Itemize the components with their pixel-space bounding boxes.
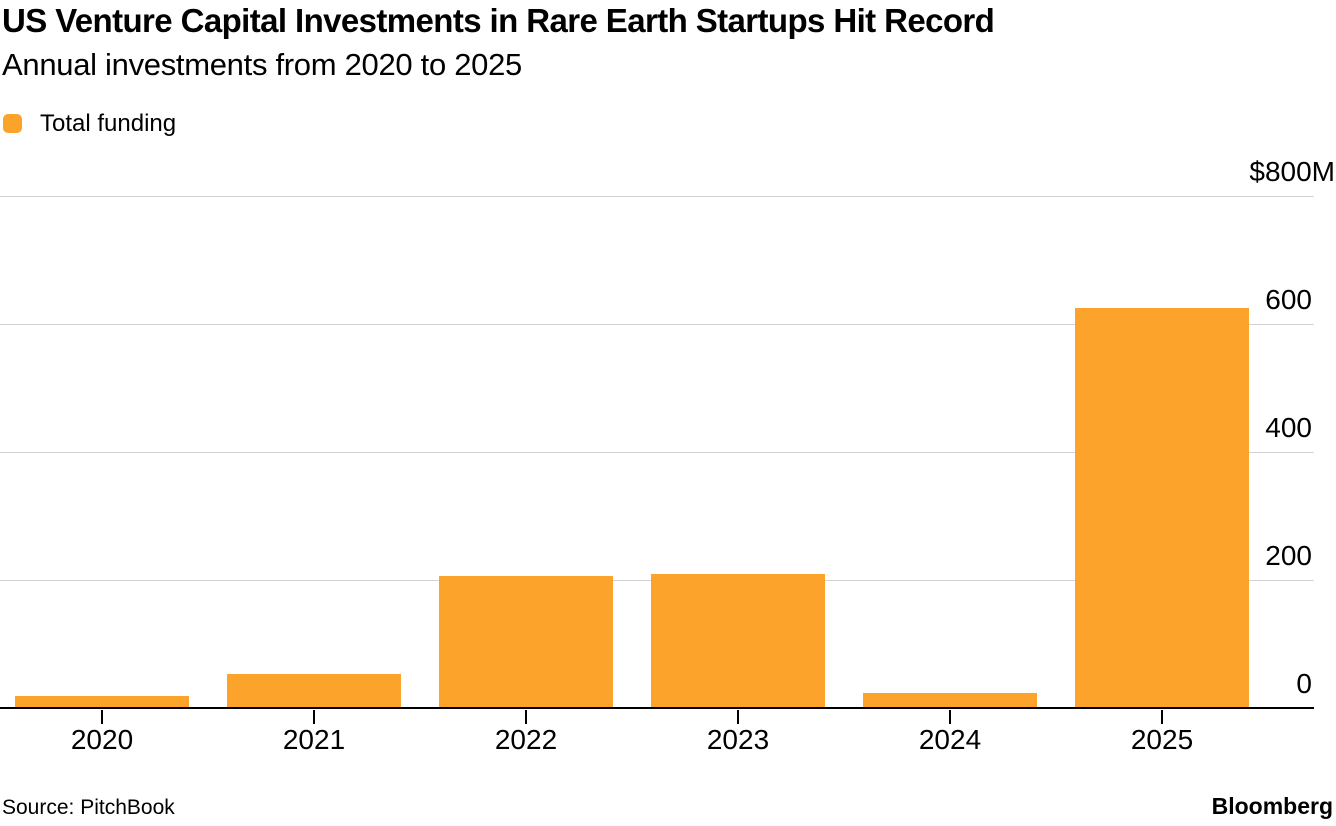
bar-2022 [439,575,613,708]
x-axis-label-2025: 2025 [1130,724,1194,755]
y-axis-label-0: 0 [1296,668,1312,699]
bar-2023 [651,573,825,708]
gridline-800 [0,196,1314,197]
x-axis-tick-2025 [1161,710,1163,724]
x-axis-label-2024: 2024 [918,724,982,755]
chart-title: US Venture Capital Investments in Rare E… [2,2,995,39]
y-axis-label-400: 400 [1265,412,1312,443]
y-axis-label-800: $800M [1249,156,1335,187]
x-axis-label-2022: 2022 [494,724,558,755]
bar-2021 [227,674,401,708]
bar-2025 [1075,308,1249,708]
x-axis-tick-2021 [313,710,315,724]
gridline-400 [0,452,1314,453]
bar-2020 [15,695,189,708]
x-axis-tick-2022 [525,710,527,724]
x-axis-label-2021: 2021 [282,724,346,755]
bar-2024 [863,693,1037,708]
bloomberg-logo: Bloomberg [1211,793,1333,819]
y-axis-label-200: 200 [1265,540,1312,571]
x-axis-label-2020: 2020 [70,724,134,755]
x-axis-tick-2020 [101,710,103,724]
x-axis-tick-2023 [737,710,739,724]
gridline-600 [0,324,1314,325]
x-axis-label-2023: 2023 [706,724,770,755]
legend-label: Total funding [40,110,177,137]
chart-subtitle: Annual investments from 2020 to 2025 [2,47,522,82]
x-axis-line [0,707,1314,709]
legend-swatch-icon [3,114,22,133]
source-note: Source: PitchBook [2,796,175,819]
x-axis-tick-2024 [949,710,951,724]
y-axis-label-600: 600 [1265,284,1312,315]
